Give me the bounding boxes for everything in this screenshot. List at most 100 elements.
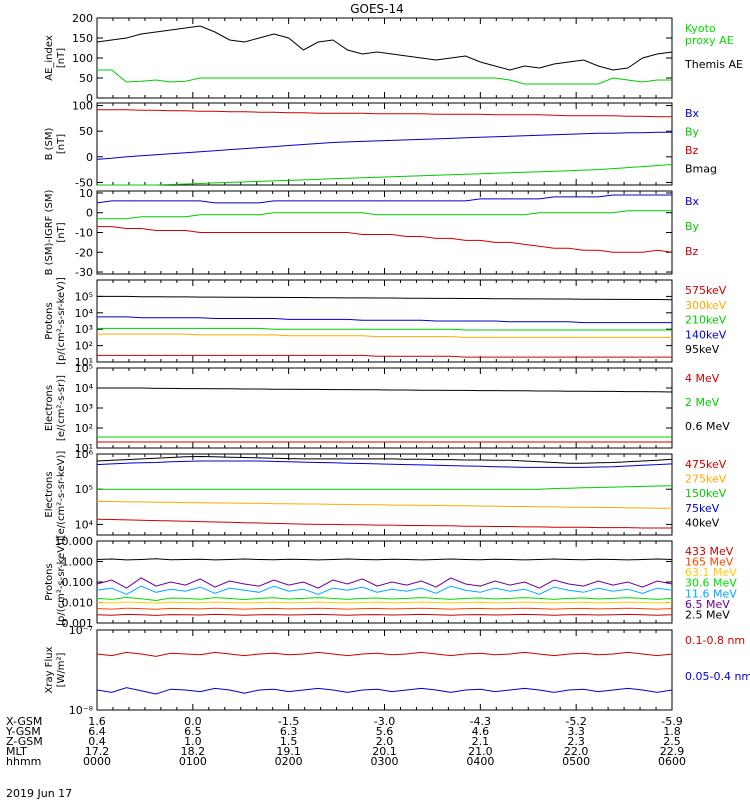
series-Bz — [97, 109, 672, 118]
ytick-label: 10¹ — [75, 356, 93, 369]
table-cell: 0600 — [658, 755, 686, 768]
ylabel: Electrons — [44, 471, 55, 517]
ytick-label: 0 — [86, 207, 93, 220]
ytick-label: -30 — [75, 266, 93, 279]
panel-frame — [96, 453, 673, 536]
table-cell: 0200 — [275, 755, 303, 768]
panel-frame — [96, 367, 673, 449]
table-cell: 0400 — [466, 755, 494, 768]
series-63.1-MeV — [96, 601, 673, 604]
series-6.5-MeV — [96, 577, 673, 589]
table-cell: 6.3 — [280, 725, 298, 738]
ylabel: AE_index — [44, 35, 55, 81]
ylabel: [nT] — [56, 222, 67, 242]
table-cell: 22.9 — [660, 745, 685, 758]
legend-label: 2 MeV — [685, 396, 720, 409]
table-cell: 0300 — [371, 755, 399, 768]
legend-label: 575keV — [685, 284, 727, 297]
series-0.05-0.4-nm — [96, 687, 673, 695]
series-11.6-MeV — [96, 585, 673, 595]
table-cell: 0.4 — [88, 735, 106, 748]
legend-label: 6.5 MeV — [685, 598, 730, 611]
table-cell: 2.1 — [472, 735, 490, 748]
panel-bsm: -50 0 50 100 B (SM) [nT] Bx By Bz Bmag — [44, 100, 717, 190]
ytick-label: 10 — [79, 187, 93, 200]
table-cell: 1.0 — [184, 735, 202, 748]
table-cell: 17.2 — [85, 745, 110, 758]
ytick-label: 10⁵ — [75, 290, 93, 303]
panel-electrons_kev: 10⁴ 10⁵ 10⁶ Electrons [e/(cm²-s-sr-keV)] 475k… — [44, 448, 727, 538]
table-cell: 19.1 — [276, 745, 301, 758]
ylabel: [e/(cm²-s-sr)] — [56, 375, 67, 441]
legend-label: Themis AE — [684, 58, 743, 71]
legend-label: Kyoto — [685, 22, 716, 35]
ytick-label: 0.010 — [62, 597, 94, 610]
series-Bx — [96, 194, 672, 204]
row-label: MLT — [6, 745, 27, 758]
table-cell: 18.2 — [181, 745, 206, 758]
legend-label: 165 MeV — [685, 556, 734, 569]
row-label: Z-GSM — [6, 735, 43, 748]
panel-frame — [96, 540, 673, 624]
legend-label: 0.1-0.8 nm — [685, 634, 745, 647]
ytick-label: 10⁴ — [75, 518, 94, 531]
series-210keV — [97, 327, 672, 331]
legend-label: 0.6 MeV — [685, 420, 730, 433]
panel-protons_low: 10¹ 10² 10³ 10⁴ 10⁵ Protons [p/(cm²-s-sr-keV)]… — [44, 277, 727, 369]
ytick-label: 0 — [86, 151, 93, 164]
ylabel: [W/m²] — [56, 652, 67, 687]
panel-frame — [96, 629, 673, 711]
table-cell: -4.3 — [470, 715, 491, 728]
series-300keV — [97, 333, 672, 338]
series-By — [97, 210, 672, 220]
ytick-label: 0.100 — [62, 576, 94, 589]
series-275keV — [97, 501, 672, 509]
legend-label: 0.05-0.4 nm — [685, 670, 750, 683]
table-cell: 21.0 — [468, 745, 493, 758]
series-Kyoto-proxy-AE — [96, 25, 673, 71]
ytick-label: 1.000 — [62, 556, 94, 569]
legend-label: Bx — [685, 107, 700, 120]
table-cell: 1.8 — [663, 725, 681, 738]
series-150keV — [97, 485, 673, 490]
ytick-label: 150 — [72, 32, 93, 45]
legend-label: 11.6 MeV — [685, 587, 737, 600]
panel-electrons_mev: 10¹ 10² 10³ 10⁴ 10⁵ Electrons [e/(cm²-s-sr)] 4 … — [44, 362, 730, 455]
table-cell: 22.0 — [564, 745, 589, 758]
table-cell: 5.6 — [376, 725, 394, 738]
table-cell: 20.1 — [372, 745, 397, 758]
series-140keV — [97, 316, 672, 324]
table-cell: 1.5 — [280, 735, 298, 748]
ylabel: [nT] — [56, 134, 67, 154]
legend-label: Bz — [685, 245, 699, 258]
legend-label: By — [685, 126, 700, 139]
legend-label: 275keV — [685, 473, 727, 486]
ylabel: Electrons — [44, 385, 55, 431]
legend-label: Bx — [685, 195, 700, 208]
ytick-label: 100 — [72, 100, 93, 113]
series-0.1-0.8-nm — [96, 651, 673, 657]
legend-label: Bz — [685, 144, 699, 157]
ytick-label: 10⁴ — [75, 382, 94, 395]
series-Themis-AE — [97, 69, 672, 85]
panel-bigrf: -30 -20 -10 0 10 B (SM)-IGRF (SM) [nT] Bx By Bz — [44, 187, 700, 279]
ylabel: [p/(cm²-s-sr-keV)] — [56, 538, 67, 626]
series-2.5-MeV — [96, 558, 673, 561]
legend-label: 63.1 MeV — [685, 566, 737, 579]
ytick-label: 50 — [79, 125, 93, 138]
panel-xray: 10⁻⁸ 10⁻⁷ Xray Flux [W/m²] 0.1-0.8 nm 0.05-0.… — [44, 624, 750, 717]
series-165-MeV — [96, 607, 673, 610]
legend-label: 475keV — [685, 458, 727, 471]
table-cell: -3.0 — [374, 715, 395, 728]
row-label: X-GSM — [6, 715, 42, 728]
ylabel: [nT] — [56, 48, 67, 68]
legend-label: 433 MeV — [685, 545, 734, 558]
table-cell: 2.3 — [567, 735, 585, 748]
ytick-label: 10³ — [75, 323, 93, 336]
series-Bz — [97, 226, 673, 253]
ylabel: Protons — [44, 302, 55, 339]
table-cell: 0000 — [83, 755, 111, 768]
ytick-label: -20 — [75, 246, 93, 259]
